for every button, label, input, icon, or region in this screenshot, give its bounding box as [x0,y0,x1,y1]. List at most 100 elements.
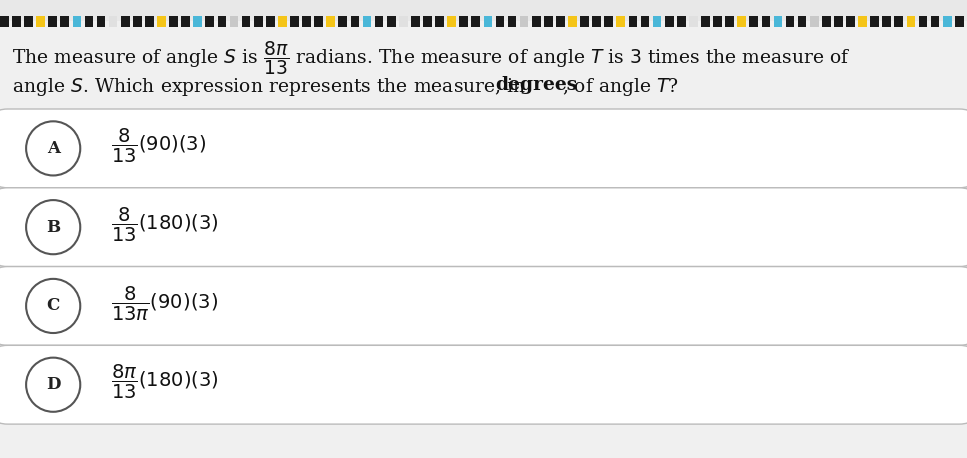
FancyBboxPatch shape [206,16,215,27]
FancyBboxPatch shape [145,16,154,27]
FancyBboxPatch shape [859,16,867,27]
FancyBboxPatch shape [37,16,45,27]
FancyBboxPatch shape [508,16,516,27]
Ellipse shape [26,279,80,333]
FancyBboxPatch shape [109,16,118,27]
FancyBboxPatch shape [218,16,226,27]
FancyBboxPatch shape [834,16,843,27]
FancyBboxPatch shape [411,16,420,27]
FancyBboxPatch shape [73,16,81,27]
FancyBboxPatch shape [278,16,287,27]
FancyBboxPatch shape [484,16,492,27]
FancyBboxPatch shape [0,188,967,267]
FancyBboxPatch shape [48,16,57,27]
Text: , of angle $\mathit{T}$?: , of angle $\mathit{T}$? [562,76,679,98]
FancyBboxPatch shape [714,16,721,27]
FancyBboxPatch shape [774,16,782,27]
FancyBboxPatch shape [543,16,553,27]
FancyBboxPatch shape [60,16,70,27]
Text: degrees: degrees [495,76,577,93]
FancyBboxPatch shape [24,16,33,27]
FancyBboxPatch shape [302,16,311,27]
FancyBboxPatch shape [242,16,250,27]
Text: SATMATH: SATMATH [463,222,891,300]
FancyBboxPatch shape [435,16,444,27]
FancyBboxPatch shape [786,16,795,27]
FancyBboxPatch shape [738,16,747,27]
FancyBboxPatch shape [883,16,892,27]
FancyBboxPatch shape [580,16,589,27]
Text: $\dfrac{8\pi}{13}(180)(3)$: $\dfrac{8\pi}{13}(180)(3)$ [111,363,219,402]
Text: $\dfrac{8}{13}(180)(3)$: $\dfrac{8}{13}(180)(3)$ [111,206,219,244]
Text: A: A [46,140,60,157]
FancyBboxPatch shape [0,109,967,188]
FancyBboxPatch shape [169,16,178,27]
FancyBboxPatch shape [314,16,323,27]
Text: D: D [46,376,60,393]
FancyBboxPatch shape [0,345,967,424]
FancyBboxPatch shape [182,16,190,27]
FancyBboxPatch shape [363,16,371,27]
FancyBboxPatch shape [351,16,360,27]
FancyBboxPatch shape [677,16,686,27]
FancyBboxPatch shape [0,267,967,345]
FancyBboxPatch shape [0,16,9,27]
FancyBboxPatch shape [424,16,432,27]
FancyBboxPatch shape [870,16,879,27]
FancyBboxPatch shape [689,16,698,27]
FancyBboxPatch shape [955,16,963,27]
FancyBboxPatch shape [520,16,529,27]
FancyBboxPatch shape [472,16,481,27]
FancyBboxPatch shape [375,16,383,27]
FancyBboxPatch shape [85,16,93,27]
FancyBboxPatch shape [798,16,806,27]
FancyBboxPatch shape [121,16,130,27]
Text: angle $\mathit{S}$. Which expression represents the measure, in: angle $\mathit{S}$. Which expression rep… [12,76,526,98]
FancyBboxPatch shape [338,16,347,27]
FancyBboxPatch shape [894,16,903,27]
FancyBboxPatch shape [327,16,336,27]
FancyBboxPatch shape [617,16,626,27]
FancyBboxPatch shape [447,16,456,27]
FancyBboxPatch shape [0,0,967,21]
FancyBboxPatch shape [810,16,819,27]
FancyBboxPatch shape [496,16,505,27]
Ellipse shape [26,358,80,412]
FancyBboxPatch shape [399,16,408,27]
Text: $\dfrac{8}{13\pi}(90)(3)$: $\dfrac{8}{13\pi}(90)(3)$ [111,284,219,323]
FancyBboxPatch shape [822,16,831,27]
Text: C: C [46,297,60,315]
FancyBboxPatch shape [919,16,927,27]
Ellipse shape [26,121,80,175]
FancyBboxPatch shape [749,16,758,27]
FancyBboxPatch shape [97,16,105,27]
FancyBboxPatch shape [846,16,855,27]
FancyBboxPatch shape [556,16,565,27]
Text: B: B [46,218,60,236]
Ellipse shape [26,200,80,254]
FancyBboxPatch shape [629,16,637,27]
FancyBboxPatch shape [459,16,468,27]
FancyBboxPatch shape [931,16,940,27]
FancyBboxPatch shape [762,16,771,27]
Text: IN: IN [745,305,841,382]
Text: The measure of angle $\mathit{S}$ is $\dfrac{8\pi}{13}$ radians. The measure of : The measure of angle $\mathit{S}$ is $\d… [12,39,851,77]
FancyBboxPatch shape [532,16,541,27]
FancyBboxPatch shape [592,16,601,27]
FancyBboxPatch shape [253,16,263,27]
FancyBboxPatch shape [158,16,166,27]
FancyBboxPatch shape [665,16,673,27]
FancyBboxPatch shape [12,16,21,27]
FancyBboxPatch shape [266,16,275,27]
FancyBboxPatch shape [193,16,202,27]
FancyBboxPatch shape [701,16,710,27]
FancyBboxPatch shape [725,16,734,27]
FancyBboxPatch shape [290,16,299,27]
FancyBboxPatch shape [569,16,577,27]
FancyBboxPatch shape [641,16,650,27]
FancyBboxPatch shape [387,16,396,27]
FancyBboxPatch shape [133,16,142,27]
FancyBboxPatch shape [943,16,952,27]
FancyBboxPatch shape [907,16,915,27]
FancyBboxPatch shape [604,16,613,27]
